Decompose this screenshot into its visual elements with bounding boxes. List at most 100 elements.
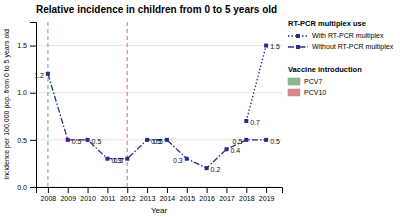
x-tick-mark: [246, 187, 247, 193]
x-tick-label: 2019: [259, 195, 275, 202]
x-tick-label: 2015: [179, 195, 195, 202]
x-tick-mark: [68, 187, 69, 193]
x-tick-label: 2014: [160, 195, 176, 202]
data-label: 0.5: [92, 138, 102, 145]
x-tick-label: 2009: [60, 195, 76, 202]
x-tick: 2013: [140, 187, 156, 202]
y-tick-label: 1.5: [17, 42, 27, 49]
point: [264, 44, 268, 48]
point: [264, 138, 268, 142]
x-tick-mark: [187, 187, 188, 193]
x-tick-label: 2018: [239, 195, 255, 202]
legend-entry: With RT-PCR multiplex: [312, 32, 384, 40]
x-tick: 2012: [120, 187, 136, 202]
legend-swatch: [288, 78, 300, 85]
y-axis-title: Incidence per 100,000 pop. from 0 to 5 y…: [3, 29, 11, 180]
plot-area: [46, 22, 268, 187]
y-axis: 0.0 0.5 1.0 1.5: [17, 23, 36, 191]
data-label: 0.3: [114, 157, 124, 164]
x-tick: 2009: [60, 187, 76, 202]
legend-entry: PCV10: [304, 89, 326, 96]
x-tick-mark: [48, 187, 49, 193]
y-tick: 1.0: [17, 89, 36, 96]
x-tick: 2015: [179, 187, 195, 202]
point: [205, 166, 209, 170]
x-tick-mark: [88, 187, 89, 193]
x-tick-label: 2012: [120, 195, 136, 202]
legend-marker: [296, 45, 300, 49]
x-axis: 20082009 2010 2011 2012 2013 20142015 2016 2017…: [37, 187, 283, 202]
legend-marker: [296, 34, 300, 38]
point: [86, 138, 90, 142]
x-tick-mark: [107, 187, 108, 193]
data-label: 1.5: [270, 43, 280, 50]
x-tick-label: 2017: [219, 195, 235, 202]
point: [224, 147, 228, 151]
y-tick-mark: [30, 46, 36, 47]
point: [145, 138, 149, 142]
y-tick-mark: [30, 187, 36, 188]
data-label: 0.5: [270, 138, 280, 145]
x-tick: 2010: [80, 187, 96, 202]
reference-line: [47, 22, 48, 187]
point: [244, 138, 248, 142]
series-line: [48, 74, 266, 168]
y-axis-line: [30, 23, 37, 188]
grid-line: [36, 92, 282, 93]
y-tick-label: 0.0: [17, 184, 27, 191]
x-tick: 2016: [199, 187, 215, 202]
point: [105, 157, 109, 161]
point: [46, 72, 50, 76]
data-label: 0.5: [233, 138, 243, 145]
y-tick: 1.5: [17, 42, 36, 49]
x-tick-mark: [207, 187, 208, 193]
reference-line: [127, 22, 128, 187]
x-tick-label: 2010: [80, 195, 96, 202]
point: [244, 119, 248, 123]
point: [165, 138, 169, 142]
y-tick-mark: [30, 93, 36, 94]
grid-line: [36, 45, 282, 46]
x-tick-label: 2008: [41, 195, 57, 202]
x-tick-label: 2011: [100, 195, 115, 202]
data-label: 1.2: [34, 72, 44, 79]
series-line: [246, 46, 266, 121]
point: [66, 138, 70, 142]
y-tick-label: 0.5: [17, 137, 27, 144]
data-label: 0.7: [250, 119, 260, 126]
grid: [36, 46, 282, 187]
x-axis-title: Year: [151, 206, 168, 215]
data-label: 0.5: [72, 138, 82, 145]
x-tick: 2008: [41, 187, 57, 202]
legend-title: Vaccine introduction: [288, 65, 362, 74]
legend-swatch: [288, 89, 300, 96]
legend: RT-PCR multiplex use With RT-PCR multiple…: [288, 19, 394, 96]
data-label: 0.2: [211, 166, 221, 173]
y-tick: 0.0: [17, 184, 36, 191]
legend-entry: Without RT-PCR multiplex: [312, 43, 394, 51]
chart: 20082009 2010 2011 2012 2013 20142015 2016 2017…: [0, 0, 400, 217]
title: Relative incidence in children from 0 to…: [36, 4, 277, 15]
x-tick-mark: [167, 187, 168, 193]
data-labels: 1.20.50.50.30.30.50.50.30.20.40.50.50.71…: [34, 43, 280, 173]
x-tick: 2014: [160, 187, 176, 202]
x-tick-mark: [147, 187, 148, 193]
x-tick: 2019: [259, 187, 275, 202]
x-tick: 2018: [239, 187, 255, 202]
x-tick: 2011: [100, 187, 115, 202]
y-tick-mark: [30, 140, 36, 141]
data-label: 0.5: [153, 138, 163, 145]
point: [125, 157, 129, 161]
x-tick-label: 2013: [140, 195, 156, 202]
data-label: 0.4: [230, 147, 240, 154]
x-tick: 2017: [219, 187, 235, 202]
x-tick-mark: [127, 187, 128, 193]
y-tick: 0.5: [17, 137, 36, 144]
x-axis-line: [37, 188, 283, 194]
y-tick-label: 1.0: [17, 89, 27, 96]
x-tick-label: 2016: [199, 195, 215, 202]
legend-entry: PCV7: [304, 78, 322, 85]
x-tick-mark: [226, 187, 227, 193]
legend-title: RT-PCR multiplex use: [288, 19, 366, 28]
data-label: 0.3: [173, 157, 183, 164]
